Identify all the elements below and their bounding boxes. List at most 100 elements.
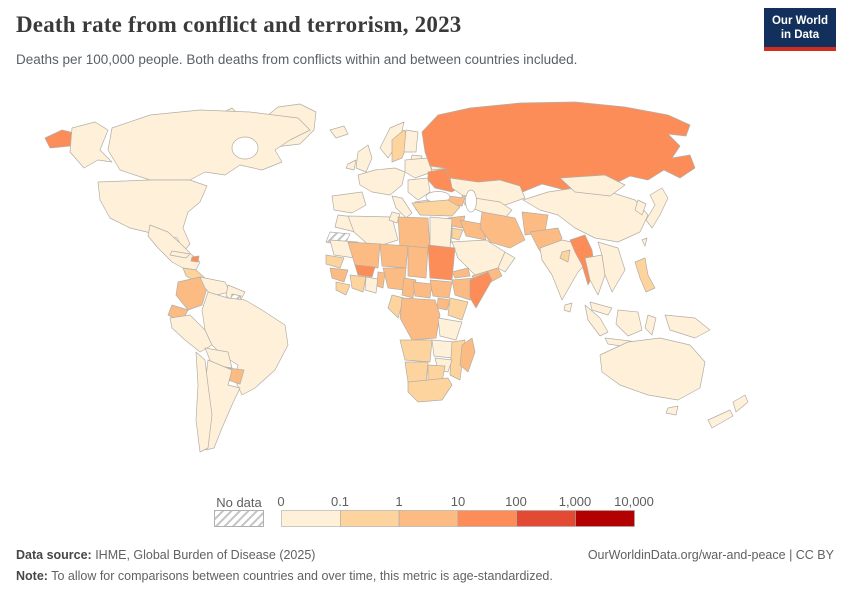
country-australia[interactable] bbox=[599, 337, 706, 401]
legend-tick-2: 1 bbox=[395, 494, 403, 509]
country-brazil[interactable] bbox=[201, 291, 289, 396]
country-united-states[interactable] bbox=[97, 179, 208, 252]
country-madagascar[interactable] bbox=[459, 337, 476, 373]
country-philippines[interactable] bbox=[634, 257, 656, 293]
country-turkey[interactable] bbox=[411, 199, 461, 217]
country-oman[interactable] bbox=[497, 251, 516, 273]
legend-no-data-label: No data bbox=[216, 495, 262, 510]
country-sumatra[interactable] bbox=[584, 304, 609, 337]
country-balkans[interactable] bbox=[407, 177, 431, 201]
country-central-african-republic[interactable] bbox=[412, 281, 433, 299]
country-ireland[interactable] bbox=[345, 159, 357, 171]
country-guinea[interactable] bbox=[329, 267, 349, 283]
country-canada[interactable] bbox=[107, 109, 311, 181]
country-cuba[interactable] bbox=[169, 250, 191, 259]
legend-bin-5[interactable] bbox=[575, 510, 635, 527]
country-jordan[interactable] bbox=[451, 227, 464, 241]
country-eritrea[interactable] bbox=[451, 267, 471, 279]
legend-tick-0: 0 bbox=[277, 494, 285, 509]
country-united-kingdom[interactable] bbox=[355, 144, 373, 173]
country-egypt[interactable] bbox=[429, 216, 453, 249]
country-tasmania[interactable] bbox=[665, 405, 679, 416]
country-borneo[interactable] bbox=[615, 309, 643, 337]
country-haiti[interactable] bbox=[190, 255, 200, 263]
country-sulawesi[interactable] bbox=[644, 314, 657, 336]
page-subtitle: Deaths per 100,000 people. Both deaths f… bbox=[16, 52, 578, 67]
country-ivory-coast[interactable] bbox=[349, 274, 367, 293]
country-iran[interactable] bbox=[479, 211, 526, 249]
country-burkina-faso[interactable] bbox=[354, 264, 376, 278]
hudson-bay bbox=[231, 136, 259, 160]
logo-line1: Our World bbox=[771, 15, 828, 27]
legend-bin-3[interactable] bbox=[457, 510, 517, 527]
country-cameroon[interactable] bbox=[401, 277, 417, 299]
country-sierra-leone-liberia[interactable] bbox=[335, 281, 351, 296]
country-tunisia[interactable] bbox=[388, 211, 401, 224]
country-south-sudan[interactable] bbox=[429, 279, 453, 299]
country-somalia[interactable] bbox=[469, 271, 493, 309]
legend-no-data-swatch[interactable] bbox=[214, 510, 264, 527]
country-tanzania[interactable] bbox=[437, 317, 463, 341]
country-nigeria[interactable] bbox=[382, 267, 407, 291]
country-ghana[interactable] bbox=[364, 276, 379, 294]
country-kenya[interactable] bbox=[447, 297, 469, 321]
legend-bin-1[interactable] bbox=[339, 510, 400, 527]
note-text: To allow for comparisons between countri… bbox=[47, 569, 553, 583]
country-mongolia[interactable] bbox=[559, 174, 626, 197]
owid-link[interactable]: OurWorldinData.org/war-and-peace | CC BY bbox=[587, 548, 834, 562]
country-kazakhstan[interactable] bbox=[449, 177, 526, 206]
country-chad[interactable] bbox=[407, 245, 429, 279]
country-chile[interactable] bbox=[195, 351, 213, 453]
page-title: Death rate from conflict and terrorism, … bbox=[16, 12, 462, 37]
country-venezuela[interactable] bbox=[199, 276, 231, 297]
legend-tick-1: 0.1 bbox=[330, 494, 350, 509]
country-malaysia[interactable] bbox=[589, 301, 613, 316]
country-new-zealand-south[interactable] bbox=[707, 409, 734, 429]
country-dr-congo[interactable] bbox=[399, 297, 441, 341]
legend-tick-5: 1,000 bbox=[558, 494, 592, 509]
country-italy[interactable] bbox=[391, 195, 413, 219]
legend-colorbar bbox=[281, 510, 635, 527]
legend-tick-3: 10 bbox=[450, 494, 466, 509]
logo-line2: in Data bbox=[780, 29, 820, 42]
legend-bin-0[interactable] bbox=[281, 510, 341, 527]
caspian-sea bbox=[465, 189, 477, 213]
note-label: Note: bbox=[16, 569, 48, 583]
country-iceland[interactable] bbox=[329, 125, 349, 139]
country-taiwan[interactable] bbox=[641, 237, 648, 247]
legend-bin-2[interactable] bbox=[398, 510, 459, 527]
country-japan[interactable] bbox=[645, 187, 669, 229]
country-uganda[interactable] bbox=[436, 297, 451, 311]
country-benin-togo[interactable] bbox=[376, 271, 386, 289]
country-mali[interactable] bbox=[347, 241, 381, 269]
country-south-africa[interactable] bbox=[407, 377, 453, 403]
country-angola[interactable] bbox=[399, 339, 433, 363]
country-algeria[interactable] bbox=[347, 215, 399, 249]
data-source-label: Data source: bbox=[16, 548, 92, 562]
country-vietnam-laos[interactable] bbox=[597, 241, 626, 293]
country-new-guinea[interactable] bbox=[664, 314, 711, 339]
country-niger[interactable] bbox=[379, 243, 409, 269]
country-iberia[interactable] bbox=[331, 191, 367, 214]
owid-logo[interactable]: Our World in Data bbox=[763, 8, 836, 52]
legend-tick-4: 100 bbox=[505, 494, 527, 509]
country-thailand[interactable] bbox=[584, 254, 606, 296]
world-map bbox=[44, 101, 749, 453]
country-senegal[interactable] bbox=[325, 254, 345, 269]
note-line: Note: To allow for comparisons between c… bbox=[16, 569, 553, 583]
country-central-europe[interactable] bbox=[404, 157, 433, 179]
legend-bin-4[interactable] bbox=[516, 510, 576, 527]
country-finland[interactable] bbox=[403, 129, 419, 153]
country-congo-gabon[interactable] bbox=[387, 294, 405, 319]
data-source-line: Data source: IHME, Global Burden of Dise… bbox=[16, 548, 315, 562]
country-bangladesh[interactable] bbox=[559, 249, 571, 263]
legend-tick-6: 10,000 bbox=[614, 494, 654, 509]
country-sudan[interactable] bbox=[427, 244, 456, 281]
country-korea[interactable] bbox=[634, 199, 647, 216]
country-libya[interactable] bbox=[397, 216, 431, 249]
country-alaska[interactable] bbox=[69, 121, 113, 169]
country-new-zealand-north[interactable] bbox=[732, 394, 749, 413]
country-western-europe[interactable] bbox=[357, 167, 406, 196]
data-source-text: IHME, Global Burden of Disease (2025) bbox=[91, 548, 316, 562]
country-sri-lanka[interactable] bbox=[563, 302, 573, 313]
